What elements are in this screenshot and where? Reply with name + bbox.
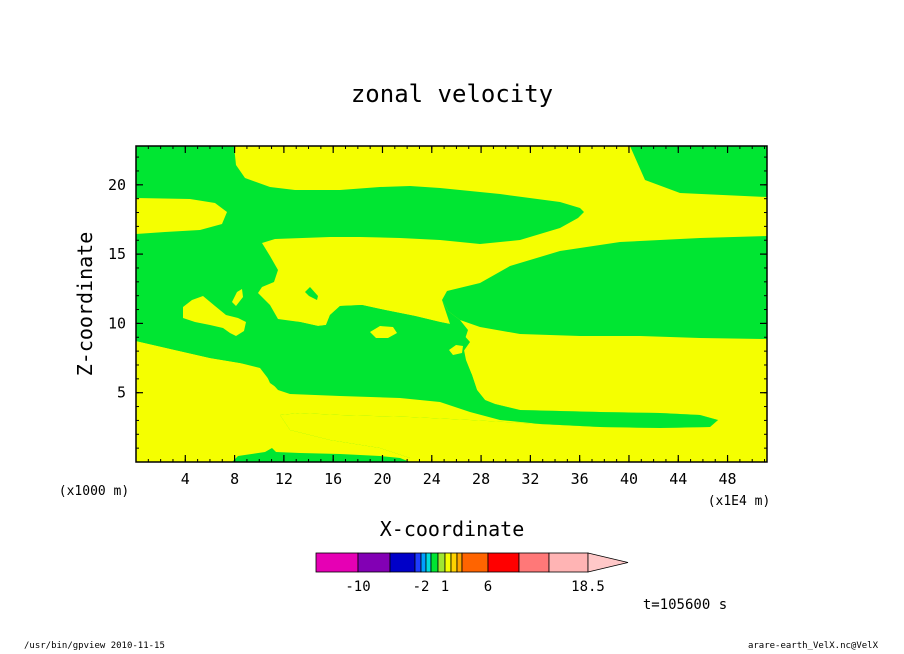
colorbar-label: -10 xyxy=(345,579,370,595)
colorbar-cell xyxy=(414,552,422,573)
x-tick-label: 20 xyxy=(373,470,391,488)
field-small-lens-2 xyxy=(305,287,318,300)
x-tick-label: 32 xyxy=(521,470,539,488)
field-upper-yellow xyxy=(234,146,767,462)
x-tick-label: 16 xyxy=(324,470,342,488)
field-blob-left xyxy=(183,296,246,336)
x-tick-label: 36 xyxy=(571,470,589,488)
x-tick-label: 40 xyxy=(620,470,638,488)
colorbar: -10 -2 1 6 18.5 xyxy=(315,552,629,595)
field-green-finger xyxy=(136,299,718,428)
colorbar-cell xyxy=(389,552,416,573)
footer-left: /usr/bin/gpview 2010-11-15 xyxy=(24,641,165,651)
colorbar-cell xyxy=(456,552,463,573)
colorbar-label: -2 xyxy=(413,579,430,595)
y-tick-label: 15 xyxy=(108,245,126,263)
x-axis-label: X-coordinate xyxy=(380,517,525,541)
y-tick-label: 5 xyxy=(117,384,126,402)
colorbar-arrow xyxy=(587,552,629,573)
x-tick-label: 4 xyxy=(181,470,190,488)
colorbar-label: 1 xyxy=(441,579,449,595)
x-tick-label: 28 xyxy=(472,470,490,488)
colorbar-cell xyxy=(425,552,432,573)
time-label: t=105600 s xyxy=(643,597,727,613)
field-lower-yellow xyxy=(136,341,718,462)
colorbar-cell xyxy=(487,552,520,573)
field-lens-left xyxy=(136,198,227,234)
field-bottom-green-patch xyxy=(232,448,410,462)
field-small-lens-4 xyxy=(449,345,463,355)
x-tick-label: 8 xyxy=(230,470,239,488)
x-tick-label: 24 xyxy=(423,470,441,488)
x-axis-unit-right: (x1E4 m) xyxy=(708,494,771,509)
colorbar-cell xyxy=(357,552,391,573)
chart-title: zonal velocity xyxy=(351,80,553,108)
colorbar-label: 6 xyxy=(484,579,492,595)
colorbar-cell xyxy=(444,552,452,573)
x-tick-label: 44 xyxy=(669,470,687,488)
x-tick-label: 48 xyxy=(719,470,737,488)
colorbar-cell xyxy=(518,552,550,573)
y-tick-label: 10 xyxy=(108,314,126,332)
footer-right: arare-earth_VelX.nc@VelX xyxy=(747,641,878,651)
plot-frame xyxy=(135,145,768,463)
colorbar-label: 18.5 xyxy=(571,579,605,595)
colorbar-cell xyxy=(450,552,458,573)
x-tick-label: 12 xyxy=(275,470,293,488)
colorbar-cell xyxy=(437,552,446,573)
y-tick-label: 20 xyxy=(108,176,126,194)
colorbar-cell xyxy=(315,552,359,573)
colorbar-cell xyxy=(548,552,589,573)
colorbar-cell xyxy=(461,552,489,573)
x-axis-unit-left: (x1000 m) xyxy=(59,484,129,499)
field-small-lens-1 xyxy=(232,289,243,306)
contour-field xyxy=(136,146,767,462)
y-axis-label: Z-coordinate xyxy=(73,232,97,377)
field-small-lens-3 xyxy=(370,326,397,338)
colorbar-cell xyxy=(420,552,427,573)
colorbar-cell xyxy=(430,552,439,573)
